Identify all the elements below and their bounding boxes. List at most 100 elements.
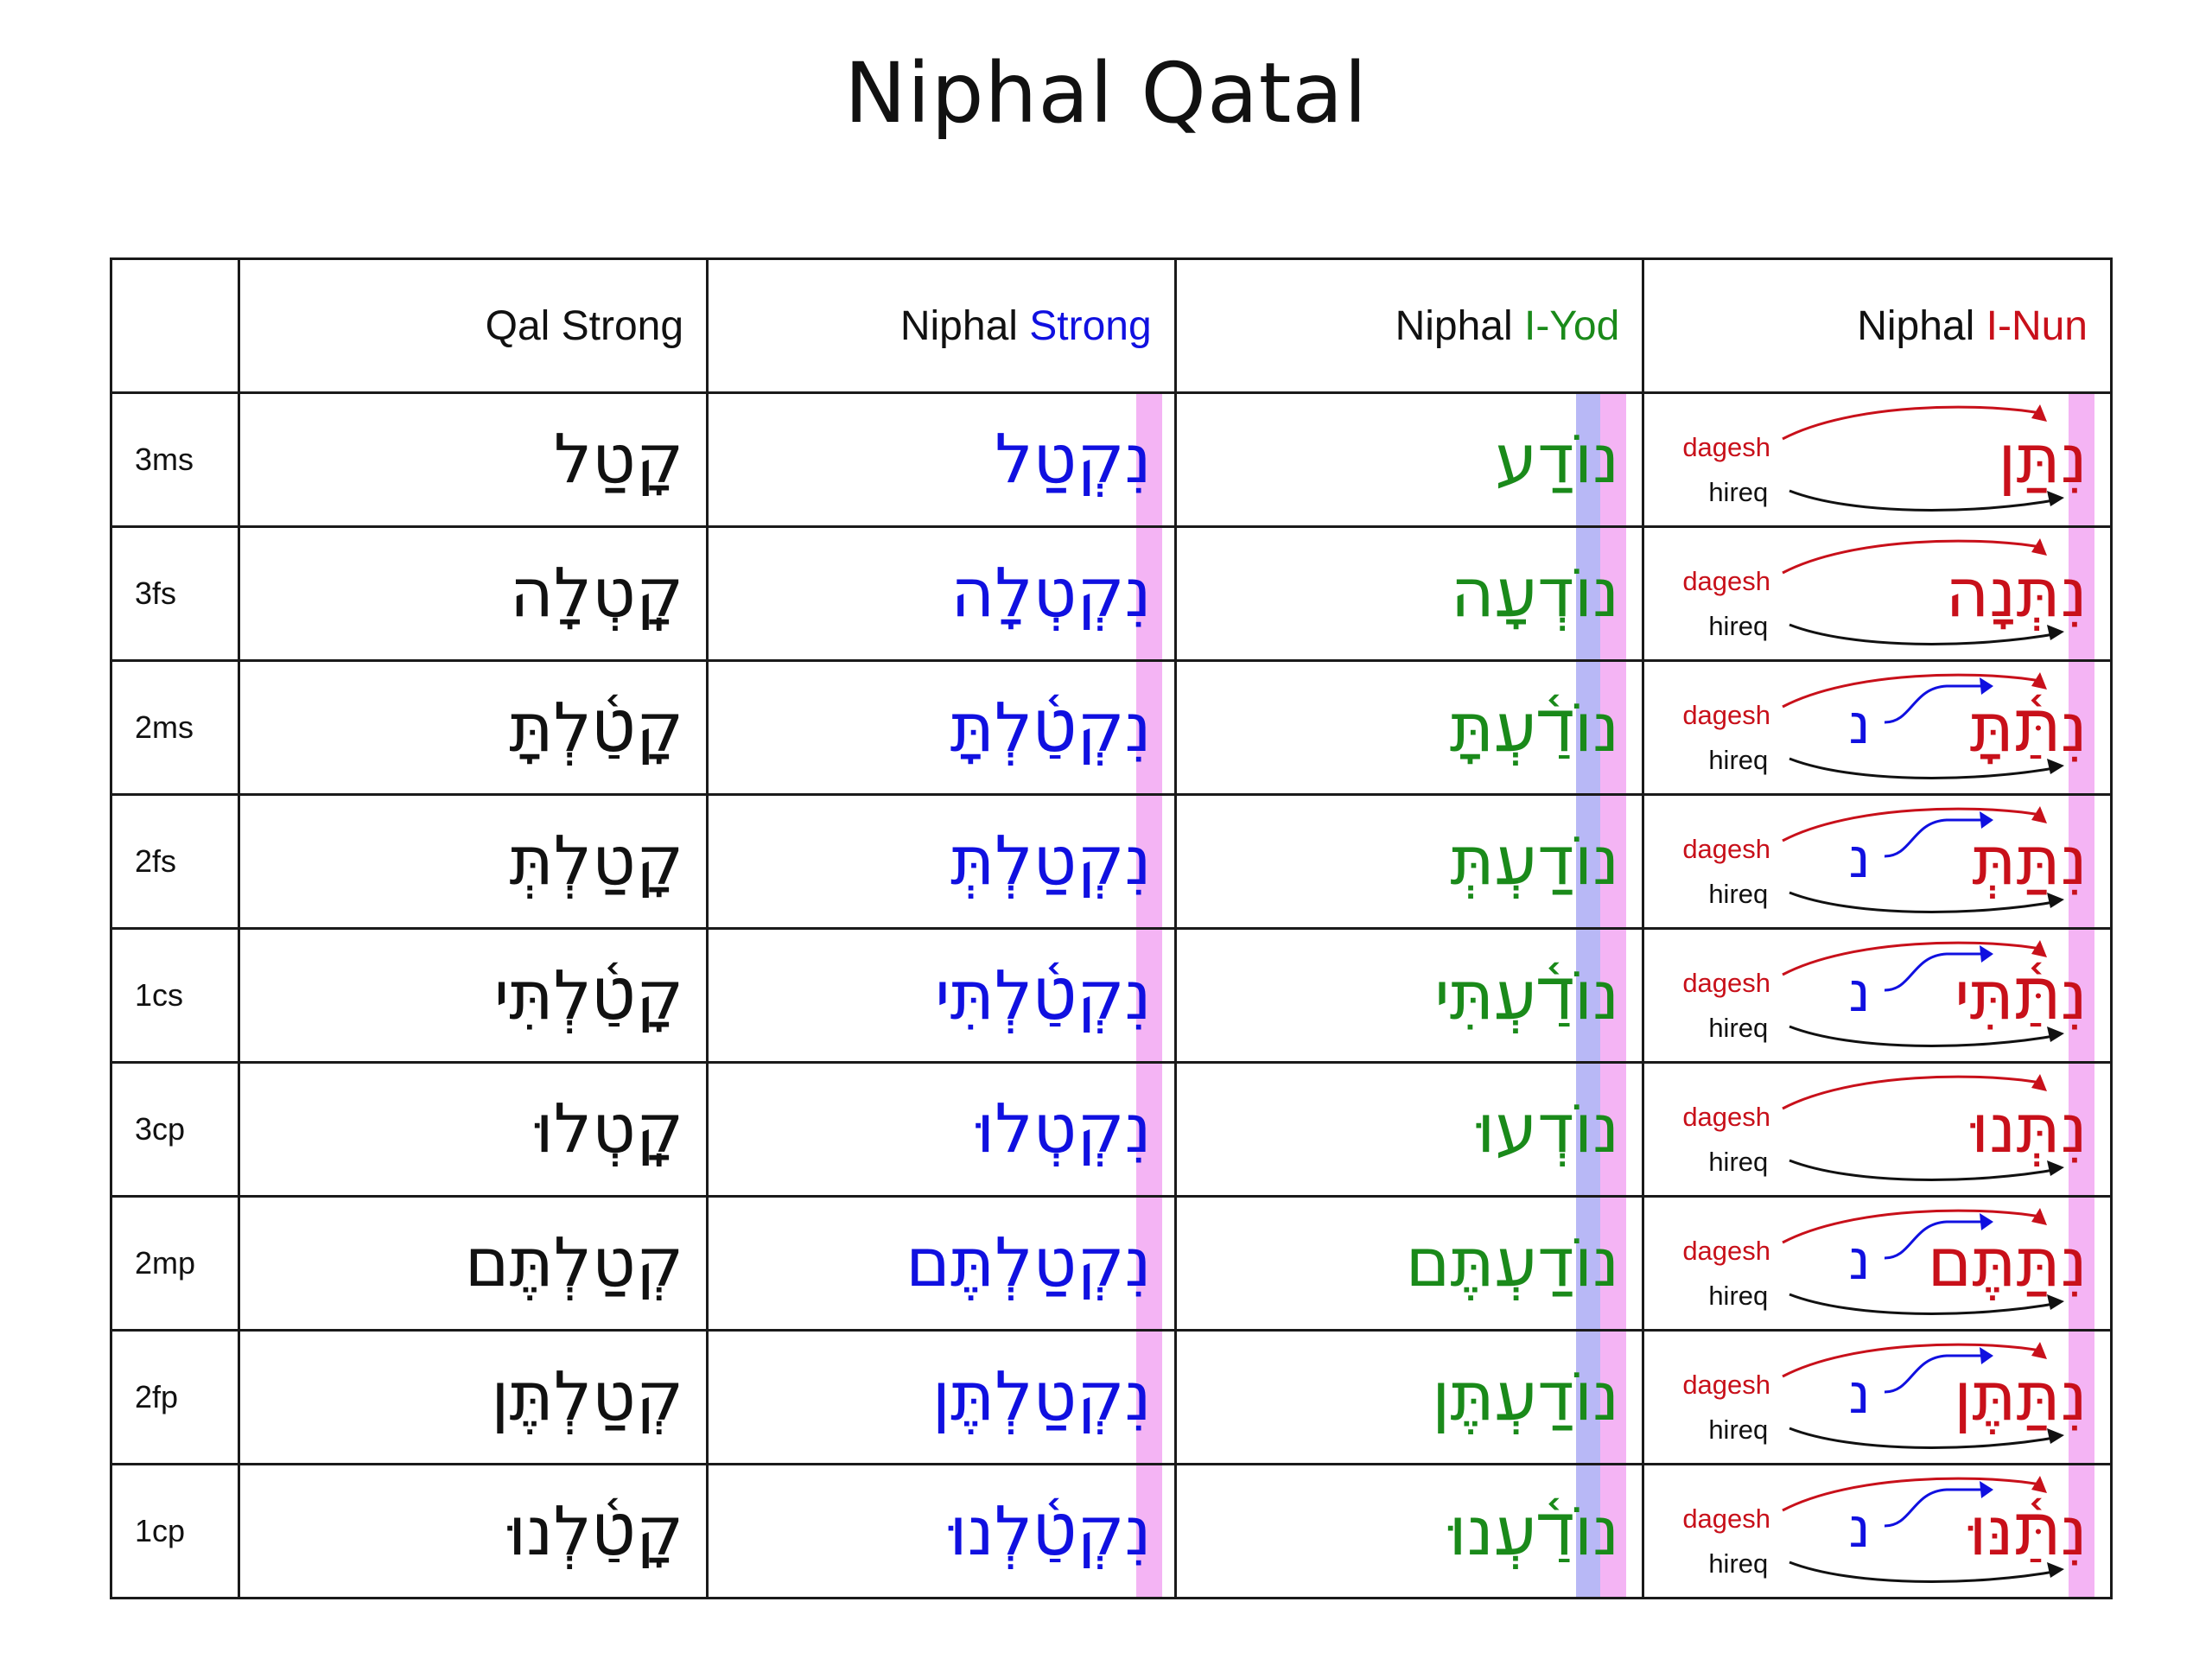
person-label: 3ms	[135, 442, 194, 477]
niphal-inun-form: נִתַּן	[1998, 421, 2088, 499]
vowel-highlight	[1576, 1065, 1601, 1194]
person-cell: 2fs	[109, 793, 241, 930]
niphal-strong-cell: נִקְטַלְתֶּן	[706, 1329, 1177, 1465]
qal-strong-form: קָטַלְתְּ	[509, 823, 684, 900]
niphal-inun-form: נִתְּנָה	[1945, 555, 2088, 632]
header-accent: I-Yod	[1523, 302, 1620, 349]
niphal-iyod-cell: נוֹדַעְתְּ	[1173, 793, 1645, 930]
qal-strong-cell: קָטַ֫לְנוּ	[238, 1463, 709, 1599]
dagesh-label: dagesh	[1682, 1236, 1771, 1266]
niphal-inun-form: נִתַּתֶּם	[1927, 1224, 2088, 1302]
prefix-highlight	[1600, 529, 1627, 658]
niphal-iyod-form: נוֹדַע	[1495, 421, 1620, 499]
niphal-iyod-form: נוֹדַ֫עְנוּ	[1448, 1492, 1620, 1571]
person-cell: 2fp	[109, 1329, 241, 1465]
person-label: 2fs	[135, 843, 177, 879]
page-title: Niphal Qatal	[844, 45, 1368, 142]
prefix-highlight	[1600, 931, 1627, 1060]
header-person	[109, 257, 241, 394]
person-cell: 2mp	[109, 1195, 241, 1332]
prefix-highlight	[1600, 1332, 1627, 1462]
hireq-label: hireq	[1708, 477, 1769, 507]
header-niphal-strong: Niphal Strong	[706, 257, 1177, 394]
table-row: 3cp קָֽטְלוּ נִקְטְלוּ נוֹדְעוּ dagesh h…	[109, 1061, 2113, 1198]
hireq-label: hireq	[1708, 1147, 1769, 1177]
niphal-iyod-form: נוֹדְעוּ	[1477, 1090, 1620, 1168]
header-accent: I-Nun	[1986, 302, 2088, 349]
qal-strong-form: קָטַ֫לְתָּ	[509, 689, 684, 767]
prefix-highlight	[2069, 395, 2094, 524]
niphal-strong-cell: נִקְטַ֫לְתָּ	[706, 659, 1177, 796]
person-label: 3fs	[135, 575, 177, 611]
header-prefix: Niphal	[899, 302, 1030, 349]
header-prefix: Niphal	[1857, 302, 1986, 349]
person-label: 2mp	[135, 1245, 196, 1281]
vowel-highlight	[1576, 395, 1601, 524]
table-row: 3ms קָטַל נִקְטַל נוֹדַע dagesh hireq	[109, 391, 2113, 528]
prefix-highlight	[2069, 1466, 2094, 1596]
qal-strong-form: קְטַלְתֶּם	[464, 1224, 684, 1302]
assimilated-nun: נ	[1848, 827, 1871, 891]
prefix-highlight	[2069, 1198, 2094, 1328]
person-cell: 3ms	[109, 391, 241, 528]
niphal-inun-form: נִתַּ֫נּוּ	[1968, 1492, 2088, 1571]
qal-strong-form: קָטַל	[553, 421, 684, 499]
prefix-highlight	[1135, 1198, 1162, 1328]
niphal-strong-cell: נִקְטְלָה	[706, 525, 1177, 662]
table-row: 2mp קְטַלְתֶּם נִקְטַלְתֶּם נוֹדַעְתֶּם …	[109, 1195, 2113, 1332]
prefix-highlight	[1600, 797, 1627, 926]
vowel-highlight	[1576, 931, 1601, 1060]
header-prefix: Niphal	[1395, 302, 1524, 349]
prefix-highlight	[1135, 931, 1162, 1060]
niphal-iyod-form: נוֹדַעְתֶּם	[1405, 1224, 1620, 1302]
niphal-inun-form: נִתַּתְּ	[1972, 823, 2088, 900]
person-cell: 3fs	[109, 525, 241, 662]
header-accent: Strong	[1029, 302, 1152, 349]
hireq-label: hireq	[1708, 1281, 1769, 1311]
person-label: 1cp	[135, 1513, 186, 1548]
niphal-strong-form: נִקְטְלָה	[950, 555, 1152, 632]
prefix-highlight	[2069, 1332, 2094, 1462]
prefix-highlight	[2069, 931, 2094, 1060]
qal-strong-form: קָטַ֫לְנוּ	[507, 1492, 684, 1571]
assimilated-nun: נ	[1848, 961, 1871, 1025]
header-row: Qal Strong Niphal Strong Niphal I-Yod Ni…	[109, 257, 2113, 394]
qal-strong-cell: קָטַ֫לְתִּי	[238, 927, 709, 1064]
niphal-iyod-cell: נוֹדְעוּ	[1173, 1061, 1645, 1198]
table-row: 1cp קָטַ֫לְנוּ נִקְטַ֫לְנוּ נוֹדַ֫עְנוּ …	[109, 1463, 2113, 1599]
hireq-label: hireq	[1708, 611, 1769, 641]
prefix-highlight	[2069, 1065, 2094, 1194]
prefix-highlight	[1135, 1332, 1162, 1462]
dagesh-label: dagesh	[1682, 834, 1771, 864]
niphal-inun-form: נִתַּתֶּן	[1953, 1358, 2088, 1436]
person-label: 1cs	[135, 977, 184, 1013]
niphal-strong-cell: נִקְטַלְתְּ	[706, 793, 1177, 930]
niphal-strong-cell: נִקְטְלוּ	[706, 1061, 1177, 1198]
niphal-iyod-cell: נוֹדְעָה	[1173, 525, 1645, 662]
niphal-inun-cell: dagesh hireq נִתַּן	[1642, 391, 2113, 528]
niphal-inun-cell: dagesh hireq נ נִתַּתְּ	[1642, 793, 2113, 930]
niphal-inun-form: נִתַּ֫תִּי	[1955, 957, 2088, 1035]
table-row: 2fp קְטַלְתֶּן נִקְטַלְתֶּן נוֹדַעְתֶּן …	[109, 1329, 2113, 1465]
prefix-highlight	[1600, 1065, 1627, 1194]
niphal-iyod-cell: נוֹדַעְתֶּם	[1173, 1195, 1645, 1332]
niphal-iyod-cell: נוֹדַ֫עְנוּ	[1173, 1463, 1645, 1599]
prefix-highlight	[1135, 663, 1162, 792]
niphal-strong-form: נִקְטַ֫לְתִּי	[935, 957, 1152, 1035]
prefix-highlight	[2069, 663, 2094, 792]
prefix-highlight	[2069, 529, 2094, 658]
hireq-label: hireq	[1708, 879, 1769, 909]
qal-strong-cell: קָטַלְתְּ	[238, 793, 709, 930]
qal-strong-cell: קָֽטְלָה	[238, 525, 709, 662]
niphal-inun-form: נִתְּנוּ	[1971, 1090, 2088, 1168]
prefix-highlight	[1600, 1198, 1627, 1328]
vowel-highlight	[1576, 529, 1601, 658]
niphal-inun-cell: dagesh hireq נִתְּנָה	[1642, 525, 2113, 662]
hireq-label: hireq	[1708, 745, 1769, 775]
person-label: 3cp	[135, 1111, 186, 1147]
qal-strong-cell: קָֽטְלוּ	[238, 1061, 709, 1198]
niphal-iyod-cell: נוֹדַעְתֶּן	[1173, 1329, 1645, 1465]
prefix-highlight	[1600, 663, 1627, 792]
assimilated-nun: נ	[1848, 1497, 1871, 1560]
vowel-highlight	[1576, 1198, 1601, 1328]
